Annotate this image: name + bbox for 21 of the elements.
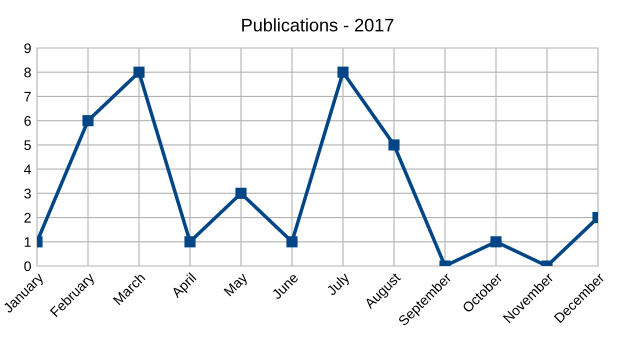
chart-title: Publications - 2017	[242, 18, 394, 32]
y-tick-label: 8	[24, 68, 31, 78]
x-tick-label: May	[224, 272, 250, 298]
y-tick-label: 7	[24, 92, 31, 102]
point	[82, 115, 94, 126]
point	[337, 66, 349, 78]
y-tick-label: 1	[24, 237, 31, 247]
y-tick-label: 5	[24, 140, 31, 150]
y-tick-label: 2	[24, 212, 31, 223]
point	[286, 236, 298, 248]
y-tick-label: 3	[24, 188, 31, 199]
point	[184, 236, 196, 248]
point	[133, 66, 145, 78]
x-tick-label: July	[326, 272, 352, 298]
point	[388, 139, 400, 150]
y-tick-label: 6	[24, 116, 31, 126]
y-tick-label: 4	[24, 164, 32, 174]
y-tick-label: 9	[24, 43, 31, 54]
point	[490, 236, 502, 248]
point	[235, 188, 247, 199]
y-tick-label: 0	[24, 261, 31, 272]
